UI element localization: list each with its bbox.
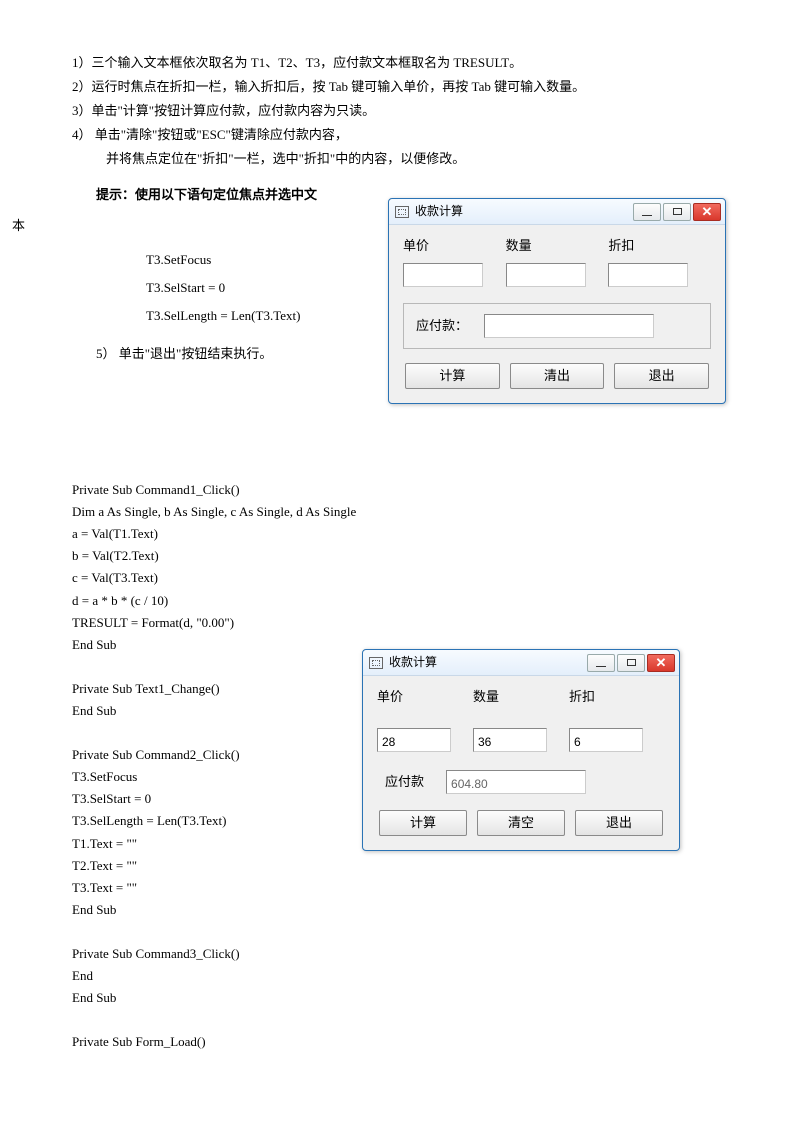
list-item-2: 2）运行时焦点在折扣一栏，输入折扣后，按 Tab 键可输入单价，再按 Tab 键… <box>72 76 728 98</box>
code-line: Private Sub Form_Load() <box>72 1031 728 1053</box>
code-line <box>72 921 728 943</box>
result-panel: 应付款： <box>403 303 711 349</box>
titlebar[interactable]: 收款计算 ✕ <box>363 650 679 676</box>
label-qty: 数量 <box>506 235 609 257</box>
code-line <box>72 1009 728 1031</box>
form-icon <box>369 657 383 669</box>
clear-button[interactable]: 清出 <box>510 363 605 389</box>
code-line: End Sub <box>72 987 728 1009</box>
label-price: 单价 <box>377 686 473 708</box>
code-line: End <box>72 965 728 987</box>
form-icon <box>395 206 409 218</box>
exit-button[interactable]: 退出 <box>614 363 709 389</box>
input-result <box>484 314 654 338</box>
exit-button[interactable]: 退出 <box>575 810 663 836</box>
code-line: c = Val(T3.Text) <box>72 567 728 589</box>
code-line: a = Val(T1.Text) <box>72 523 728 545</box>
code-line: Dim a As Single, b As Single, c As Singl… <box>72 501 728 523</box>
maximize-button[interactable] <box>617 654 645 672</box>
list-item-1: 1）三个输入文本框依次取名为 T1、T2、T3，应付款文本框取名为 TRESUL… <box>72 52 728 74</box>
maximize-button[interactable] <box>663 203 691 221</box>
minimize-button[interactable] <box>587 654 615 672</box>
input-disc[interactable] <box>608 263 688 287</box>
clear-button[interactable]: 清空 <box>477 810 565 836</box>
list-item-4a: 4） 单击"清除"按钮或"ESC"键清除应付款内容， <box>72 124 728 146</box>
list-item-4b: 并将焦点定位在"折扣"一栏，选中"折扣"中的内容，以便修改。 <box>72 148 728 170</box>
input-result: 604.80 <box>446 770 586 794</box>
input-disc[interactable]: 6 <box>569 728 643 752</box>
close-button[interactable]: ✕ <box>693 203 721 221</box>
code-line: T2.Text = "" <box>72 855 728 877</box>
label-disc: 折扣 <box>608 235 711 257</box>
close-button[interactable]: ✕ <box>647 654 675 672</box>
label-disc: 折扣 <box>569 686 665 708</box>
input-price[interactable] <box>403 263 483 287</box>
titlebar[interactable]: 收款计算 ✕ <box>389 199 725 225</box>
label-result: 应付款： <box>416 315 468 337</box>
label-price: 单价 <box>403 235 506 257</box>
input-qty[interactable]: 36 <box>473 728 547 752</box>
code-line: End Sub <box>72 899 728 921</box>
calc-button[interactable]: 计算 <box>405 363 500 389</box>
window-title: 收款计算 <box>389 652 437 672</box>
label-result: 应付款 <box>385 771 424 793</box>
code-line: d = a * b * (c / 10) <box>72 590 728 612</box>
calc-button[interactable]: 计算 <box>379 810 467 836</box>
code-line: Private Sub Command3_Click() <box>72 943 728 965</box>
window-title: 收款计算 <box>415 201 463 221</box>
vb-window-1: 收款计算 ✕ 单价 数量 折扣 应付款： 计算 <box>388 198 726 404</box>
code-line: Private Sub Command1_Click() <box>72 479 728 501</box>
input-qty[interactable] <box>506 263 586 287</box>
label-qty: 数量 <box>473 686 569 708</box>
list-item-3: 3）单击"计算"按钮计算应付款，应付款内容为只读。 <box>72 100 728 122</box>
code-line: T3.Text = "" <box>72 877 728 899</box>
code-line: TRESULT = Format(d, "0.00") <box>72 612 728 634</box>
vb-window-2: 收款计算 ✕ 单价 数量 折扣 28 36 6 应付款 604.80 计算 清空… <box>362 649 680 851</box>
input-price[interactable]: 28 <box>377 728 451 752</box>
minimize-button[interactable] <box>633 203 661 221</box>
code-line: b = Val(T2.Text) <box>72 545 728 567</box>
